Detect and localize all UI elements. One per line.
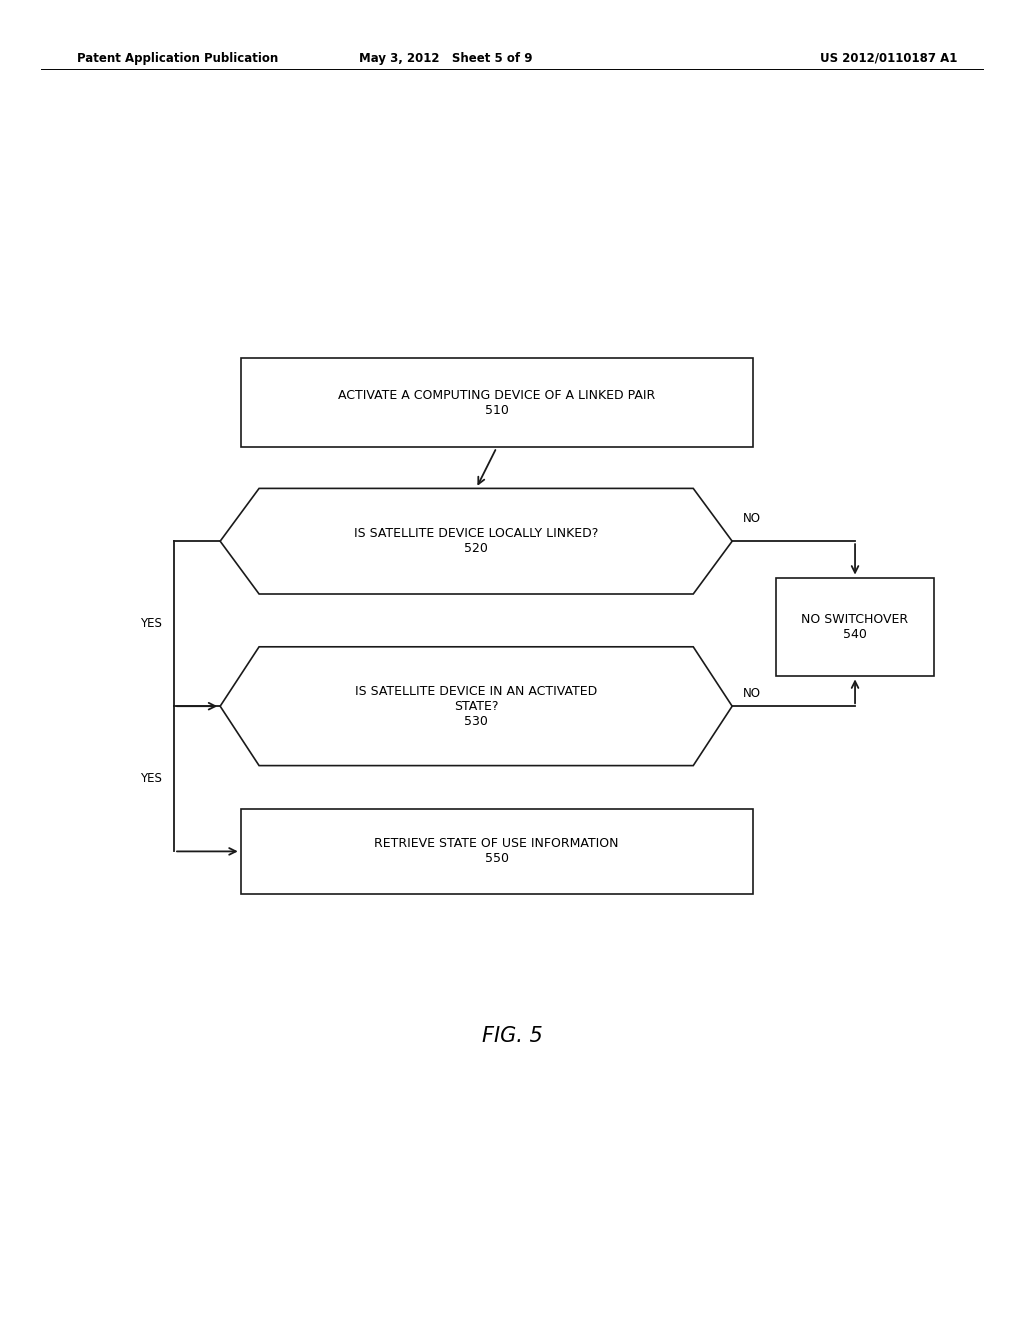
Text: RETRIEVE STATE OF USE INFORMATION
550: RETRIEVE STATE OF USE INFORMATION 550 (375, 837, 618, 866)
Text: ACTIVATE A COMPUTING DEVICE OF A LINKED PAIR
510: ACTIVATE A COMPUTING DEVICE OF A LINKED … (338, 388, 655, 417)
FancyBboxPatch shape (241, 358, 753, 447)
Text: YES: YES (140, 772, 162, 785)
Text: IS SATELLITE DEVICE LOCALLY LINKED?
520: IS SATELLITE DEVICE LOCALLY LINKED? 520 (354, 527, 598, 556)
Text: NO: NO (742, 686, 761, 700)
Text: NO SWITCHOVER
540: NO SWITCHOVER 540 (802, 612, 908, 642)
Text: US 2012/0110187 A1: US 2012/0110187 A1 (820, 51, 957, 65)
FancyBboxPatch shape (241, 808, 753, 895)
Text: YES: YES (140, 618, 162, 630)
FancyBboxPatch shape (776, 578, 934, 676)
Text: NO: NO (742, 512, 761, 525)
Polygon shape (220, 488, 732, 594)
Text: May 3, 2012   Sheet 5 of 9: May 3, 2012 Sheet 5 of 9 (358, 51, 532, 65)
Text: FIG. 5: FIG. 5 (481, 1026, 543, 1047)
Text: Patent Application Publication: Patent Application Publication (77, 51, 279, 65)
Polygon shape (220, 647, 732, 766)
Text: IS SATELLITE DEVICE IN AN ACTIVATED
STATE?
530: IS SATELLITE DEVICE IN AN ACTIVATED STAT… (355, 685, 597, 727)
